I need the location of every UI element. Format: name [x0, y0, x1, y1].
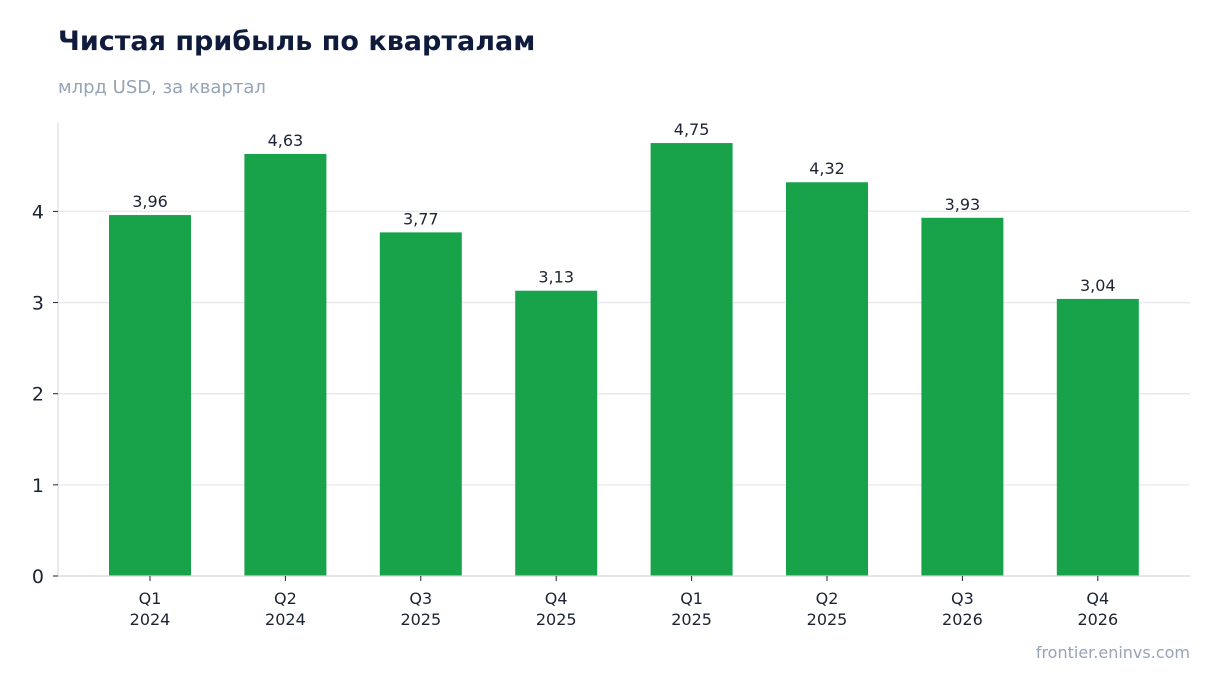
- x-tick-label-year: 2025: [536, 610, 577, 629]
- x-tick-label-quarter: Q4: [1086, 589, 1109, 608]
- data-label: 3,96: [132, 192, 168, 211]
- x-tick-label-year: 2026: [942, 610, 983, 629]
- x-tick-label-quarter: Q3: [409, 589, 432, 608]
- data-label: 3,13: [538, 268, 574, 287]
- x-tick-label-year: 2024: [265, 610, 306, 629]
- y-tick-label: 1: [32, 475, 44, 497]
- bars: [109, 143, 1139, 577]
- data-label: 4,75: [674, 120, 710, 139]
- bar: [786, 182, 868, 576]
- bar: [379, 232, 462, 576]
- x-tick-label-year: 2026: [1077, 610, 1118, 629]
- y-tick-label: 2: [32, 384, 44, 406]
- x-tick-label-quarter: Q1: [139, 589, 162, 608]
- y-tick-label: 4: [32, 201, 44, 223]
- data-label: 4,63: [268, 131, 304, 150]
- bar: [109, 215, 191, 576]
- y-axis: 0 1 2 3 4: [32, 123, 59, 588]
- data-label: 4,32: [809, 159, 845, 178]
- data-label: 3,93: [945, 195, 981, 214]
- chart-title: Чистая прибыль по кварталам: [58, 26, 536, 57]
- chart-subtitle: млрд USD, за квартал: [58, 77, 266, 98]
- x-tick-label-quarter: Q1: [680, 589, 703, 608]
- x-tick-label-quarter: Q3: [951, 589, 974, 608]
- y-tick-label: 3: [32, 293, 44, 315]
- bar: [515, 290, 598, 576]
- bar: [650, 143, 733, 576]
- data-label: 3,77: [403, 209, 439, 228]
- x-tick-label-quarter: Q2: [274, 589, 297, 608]
- bar: [1056, 298, 1139, 576]
- data-label: 3,04: [1080, 276, 1116, 295]
- x-tick-label-quarter: Q4: [545, 589, 568, 608]
- x-tick-label-year: 2024: [130, 610, 171, 629]
- bar: [244, 153, 327, 577]
- data-labels: 3,96 4,63 3,77 3,13 4,75 4,32 3,93 3,04: [132, 120, 1115, 295]
- bar: [921, 217, 1004, 576]
- x-axis: Q1 2024 Q2 2024 Q3 2025 Q4 2025 Q1 2025 Q2 2025 Q3 20…: [58, 575, 1190, 629]
- x-tick-label-quarter: Q2: [816, 589, 839, 608]
- x-tick-label-year: 2025: [400, 610, 441, 629]
- source-credit: frontier.eninvs.com: [1035, 643, 1190, 662]
- y-tick-label: 0: [32, 566, 44, 588]
- x-tick-label-year: 2025: [671, 610, 712, 629]
- grid-lines: [58, 210, 1190, 486]
- x-tick-label-year: 2025: [807, 610, 848, 629]
